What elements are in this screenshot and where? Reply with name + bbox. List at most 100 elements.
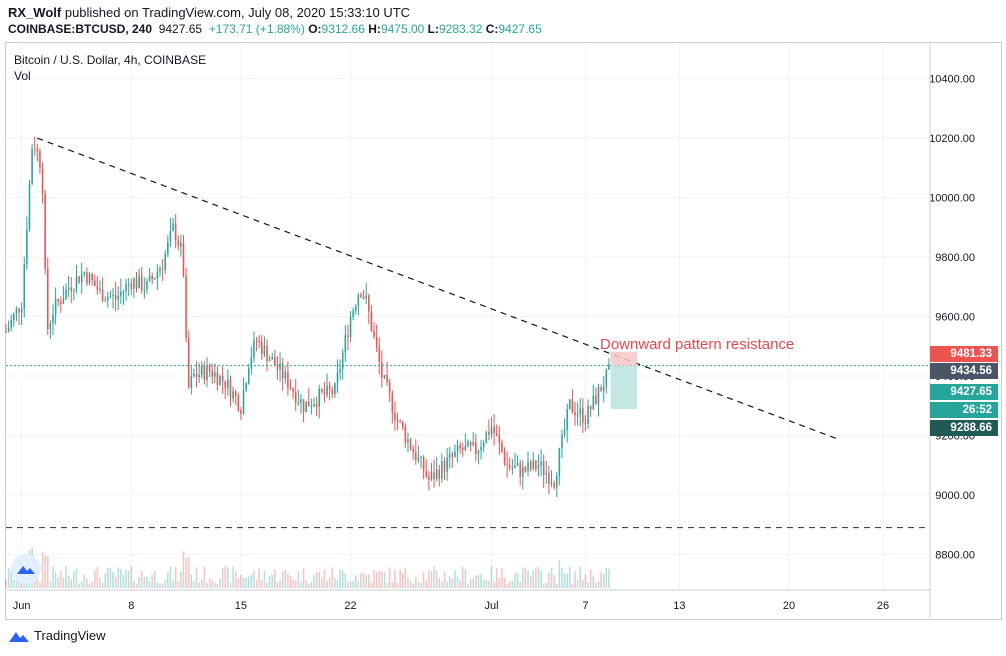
candle-body xyxy=(75,276,78,291)
candle-body xyxy=(339,368,341,373)
candle-body xyxy=(161,268,164,270)
volume-bar xyxy=(357,580,360,588)
candle-body xyxy=(227,379,229,388)
candle-body xyxy=(370,311,373,331)
volume-bar xyxy=(44,555,46,588)
candle-body xyxy=(477,450,480,455)
volume-bar xyxy=(511,580,514,588)
volume-bar xyxy=(412,583,414,588)
candle-body xyxy=(600,387,602,392)
volume-bar xyxy=(174,566,177,588)
candle-body xyxy=(362,296,365,299)
candle-body xyxy=(537,465,540,469)
last-price-label: 9427.65 xyxy=(930,384,998,400)
candle-body xyxy=(133,278,135,289)
candle-body xyxy=(104,300,106,302)
candle-body xyxy=(305,401,307,413)
volume-bar xyxy=(488,580,490,588)
volume-bar xyxy=(138,576,140,588)
volume-bar xyxy=(522,568,524,588)
candle-body xyxy=(253,340,255,358)
tradingview-badge-icon[interactable] xyxy=(11,554,41,584)
volume-bar xyxy=(576,579,579,588)
y-tick-label: 10200.00 xyxy=(929,133,975,145)
candle-body xyxy=(279,363,281,370)
resistance-annotation[interactable]: Downward pattern resistance xyxy=(600,336,795,353)
candle-body xyxy=(540,461,542,466)
candle-body xyxy=(229,379,232,399)
candle-body xyxy=(352,310,354,318)
volume-bar xyxy=(227,567,229,588)
candle-body xyxy=(446,457,448,472)
volume-bar xyxy=(373,569,375,588)
candle-body xyxy=(208,365,211,371)
volume-bar xyxy=(289,575,292,588)
volume-bar xyxy=(415,576,417,588)
candle-body xyxy=(602,386,605,392)
candle-body xyxy=(472,442,475,446)
candle-body xyxy=(18,308,20,313)
volume-bar xyxy=(140,570,143,588)
volume-bar xyxy=(240,574,242,588)
volume-bar xyxy=(86,578,88,588)
x-tick-label: 7 xyxy=(582,600,588,612)
volume-bar xyxy=(592,575,595,588)
x-tick-label: Jun xyxy=(13,600,31,612)
volume-bar xyxy=(608,568,610,588)
volume-bar xyxy=(498,577,501,588)
volume-bar xyxy=(187,556,190,588)
volume-bar xyxy=(600,571,602,588)
volume-bar xyxy=(566,573,568,588)
volume-bar xyxy=(315,571,318,588)
candle-body xyxy=(49,323,52,329)
footer: TradingView xyxy=(8,628,106,643)
volume-bar xyxy=(354,575,357,588)
x-tick-label: Jul xyxy=(484,600,498,612)
volume-bar xyxy=(352,581,354,588)
candle-body xyxy=(167,241,169,254)
volume-bar xyxy=(20,580,23,588)
volume-bar xyxy=(120,569,122,588)
candle-body xyxy=(46,268,49,329)
volume-bar xyxy=(15,575,18,588)
candle-body xyxy=(420,456,422,458)
candle-body xyxy=(148,275,151,281)
volume-bar xyxy=(253,570,255,588)
volume-bar xyxy=(91,582,93,588)
author-name[interactable]: RX_Wolf xyxy=(8,5,62,20)
volume-bar xyxy=(62,577,65,588)
volume-bar xyxy=(381,571,383,588)
volume-bar xyxy=(159,583,161,588)
volume-bar xyxy=(461,567,464,588)
candle-body xyxy=(221,375,224,382)
symbol-label: COINBASE:BTCUSD, 240 xyxy=(8,22,153,36)
candle-body xyxy=(127,283,130,285)
volume-bar xyxy=(347,581,349,588)
candle-body xyxy=(185,275,187,338)
volume-bar xyxy=(328,577,331,588)
candle-body xyxy=(529,462,532,469)
y-tick-label: 10000.00 xyxy=(929,193,975,205)
candle-body xyxy=(542,461,545,475)
candle-body xyxy=(83,272,86,274)
candle-body xyxy=(281,363,284,379)
volume-bar xyxy=(420,582,422,588)
volume-bar xyxy=(519,581,521,588)
volume-bar xyxy=(294,579,297,588)
candle-body xyxy=(120,291,122,296)
volume-bar xyxy=(391,581,394,588)
volume-bar xyxy=(480,574,482,588)
volume-bar xyxy=(537,567,540,588)
candle-body xyxy=(514,465,516,468)
candle-body xyxy=(422,456,425,472)
open-value: 9312.66 xyxy=(321,22,365,36)
candle-body xyxy=(174,223,177,241)
x-tick-label: 13 xyxy=(673,600,685,612)
candle-body xyxy=(511,467,514,469)
candle-body xyxy=(576,414,579,416)
candle-body xyxy=(430,472,433,480)
candle-body xyxy=(349,317,352,338)
volume-bar xyxy=(550,567,553,588)
candle-body xyxy=(211,370,213,377)
